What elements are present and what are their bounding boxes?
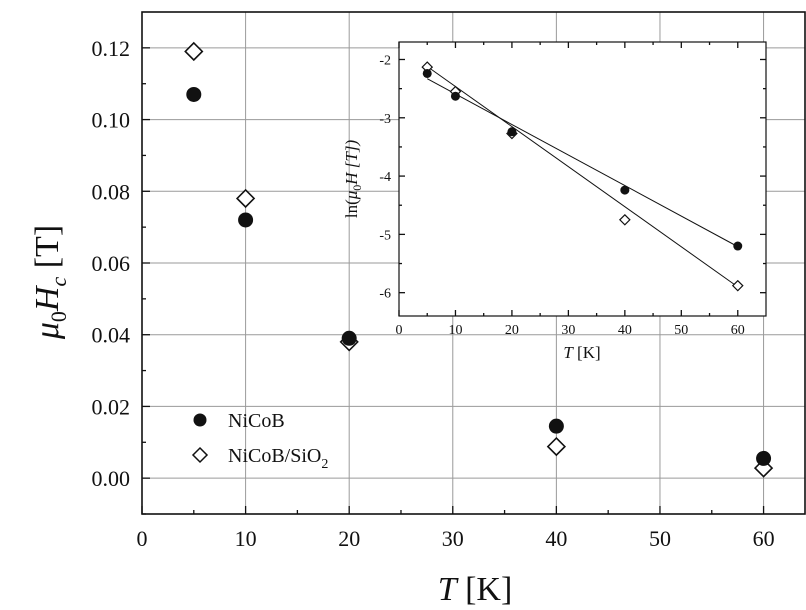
main-x-tick-label: 40: [545, 526, 567, 551]
inset-point-nicob: [507, 127, 517, 137]
main-x-tick-label: 60: [753, 526, 775, 551]
main-x-axis-label: T [K]: [438, 571, 513, 608]
inset-x-tick-labels: 0 10 20 30 40 50 60: [396, 323, 745, 338]
inset-x-tick-label: 40: [618, 323, 632, 338]
main-y-tick-label: 0.04: [92, 323, 131, 348]
main-plot-frame: [141, 11, 806, 515]
inset-x-tick-label: 0: [396, 323, 403, 338]
inset-point-nicob-sio2: [618, 213, 631, 226]
main-x-tick-label: 0: [137, 526, 148, 551]
main-x-tick-labels: 0 10 20 30 40 50 60: [137, 526, 775, 551]
main-x-tick-label: 50: [649, 526, 671, 551]
main-point-nicob: [341, 330, 357, 346]
inset-fit-lines: [426, 66, 739, 288]
inset-x-tick-label: 60: [731, 323, 745, 338]
inset-y-tick-label: -5: [379, 228, 391, 243]
inset-point-nicob-sio2: [731, 279, 744, 292]
inset-x-tick-label: 10: [448, 323, 462, 338]
main-point-nicob: [238, 212, 254, 228]
legend: NiCoB NiCoB/SiO2: [191, 410, 328, 472]
main-point-nicob-sio2: [546, 436, 567, 457]
legend-label-nicob-sio2: NiCoB/SiO2: [228, 445, 328, 472]
inset-point-nicob: [733, 241, 743, 251]
main-x-tick-label: 10: [235, 526, 257, 551]
main-y-tick-label: 0.08: [92, 179, 131, 204]
main-y-tick-labels: 0.00 0.02 0.04 0.06 0.08 0.10 0.12: [92, 36, 131, 491]
main-point-nicob: [756, 450, 772, 466]
inset-point-nicob: [422, 68, 432, 78]
main-y-tick-label: 0.10: [92, 108, 131, 133]
inset-fit-line-nicob: [426, 78, 739, 248]
main-point-nicob: [548, 418, 564, 434]
inset-data-points: [421, 61, 744, 292]
inset-y-tick-label: -4: [379, 170, 391, 185]
inset-y-tick-label: -2: [379, 53, 391, 68]
inset-x-tick-label: 50: [674, 323, 688, 338]
inset-y-tick-labels: -2 -3 -4 -5 -6: [379, 53, 391, 301]
main-data-points: [184, 41, 774, 478]
inset-x-tick-label: 20: [505, 323, 519, 338]
inset-y-axis-label: ln(μ0H [T]): [342, 140, 364, 219]
main-point-nicob-sio2: [235, 188, 256, 209]
inset-point-nicob: [450, 91, 460, 101]
inset-x-axis-label: T [K]: [563, 343, 600, 362]
inset-point-nicob: [620, 185, 630, 195]
main-y-tick-label: 0.12: [92, 36, 131, 61]
main-y-tick-label: 0.06: [92, 251, 131, 276]
inset-frame: [398, 41, 767, 317]
inset-fit-line-nicob-sio2: [426, 66, 739, 288]
main-x-tick-label: 20: [338, 526, 360, 551]
inset-background: [399, 42, 766, 316]
main-y-tick-label: 0.00: [92, 466, 131, 491]
inset-x-tick-label: 30: [561, 323, 575, 338]
main-point-nicob: [186, 86, 202, 102]
legend-marker-nicob: [193, 413, 207, 427]
legend-label-nicob: NiCoB: [228, 410, 285, 432]
legend-marker-nicob-sio2: [191, 446, 209, 464]
inset-y-tick-label: -6: [379, 287, 391, 302]
main-point-nicob-sio2: [184, 41, 204, 62]
inset-y-tick-label: -3: [379, 112, 391, 127]
main-y-axis-label: μ0Hc [T]: [29, 225, 71, 340]
main-y-tick-label: 0.02: [92, 394, 131, 419]
main-x-tick-label: 30: [442, 526, 464, 551]
